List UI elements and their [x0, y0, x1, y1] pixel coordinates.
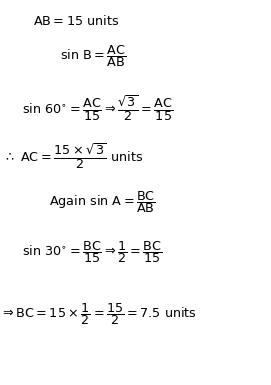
Text: $\mathrm{sin\ B = \dfrac{AC}{AB}}$: $\mathrm{sin\ B = \dfrac{AC}{AB}}$	[60, 43, 126, 69]
Text: $\therefore\ \mathrm{AC = \dfrac{15 \times \sqrt{3}}{2}\ units}$: $\therefore\ \mathrm{AC = \dfrac{15 \tim…	[3, 141, 143, 171]
Text: $\mathrm{sin\ 60^{\circ} = \dfrac{AC}{15} \Rightarrow \dfrac{\sqrt{3}}{2} = \dfr: $\mathrm{sin\ 60^{\circ} = \dfrac{AC}{15…	[22, 93, 173, 123]
Text: $\Rightarrow \mathrm{BC = 15 \times \dfrac{1}{2} = \dfrac{15}{2} = 7.5\ units}$: $\Rightarrow \mathrm{BC = 15 \times \dfr…	[0, 301, 197, 327]
Text: $\mathrm{sin\ 30^{\circ} = \dfrac{BC}{15} \Rightarrow \dfrac{1}{2} = \dfrac{BC}{: $\mathrm{sin\ 30^{\circ} = \dfrac{BC}{15…	[22, 239, 162, 265]
Text: $\mathrm{Again\ sin\ A = \dfrac{BC}{AB}}$: $\mathrm{Again\ sin\ A = \dfrac{BC}{AB}}…	[49, 189, 156, 215]
Text: $\mathrm{AB = 15\ units}$: $\mathrm{AB = 15\ units}$	[33, 14, 119, 28]
